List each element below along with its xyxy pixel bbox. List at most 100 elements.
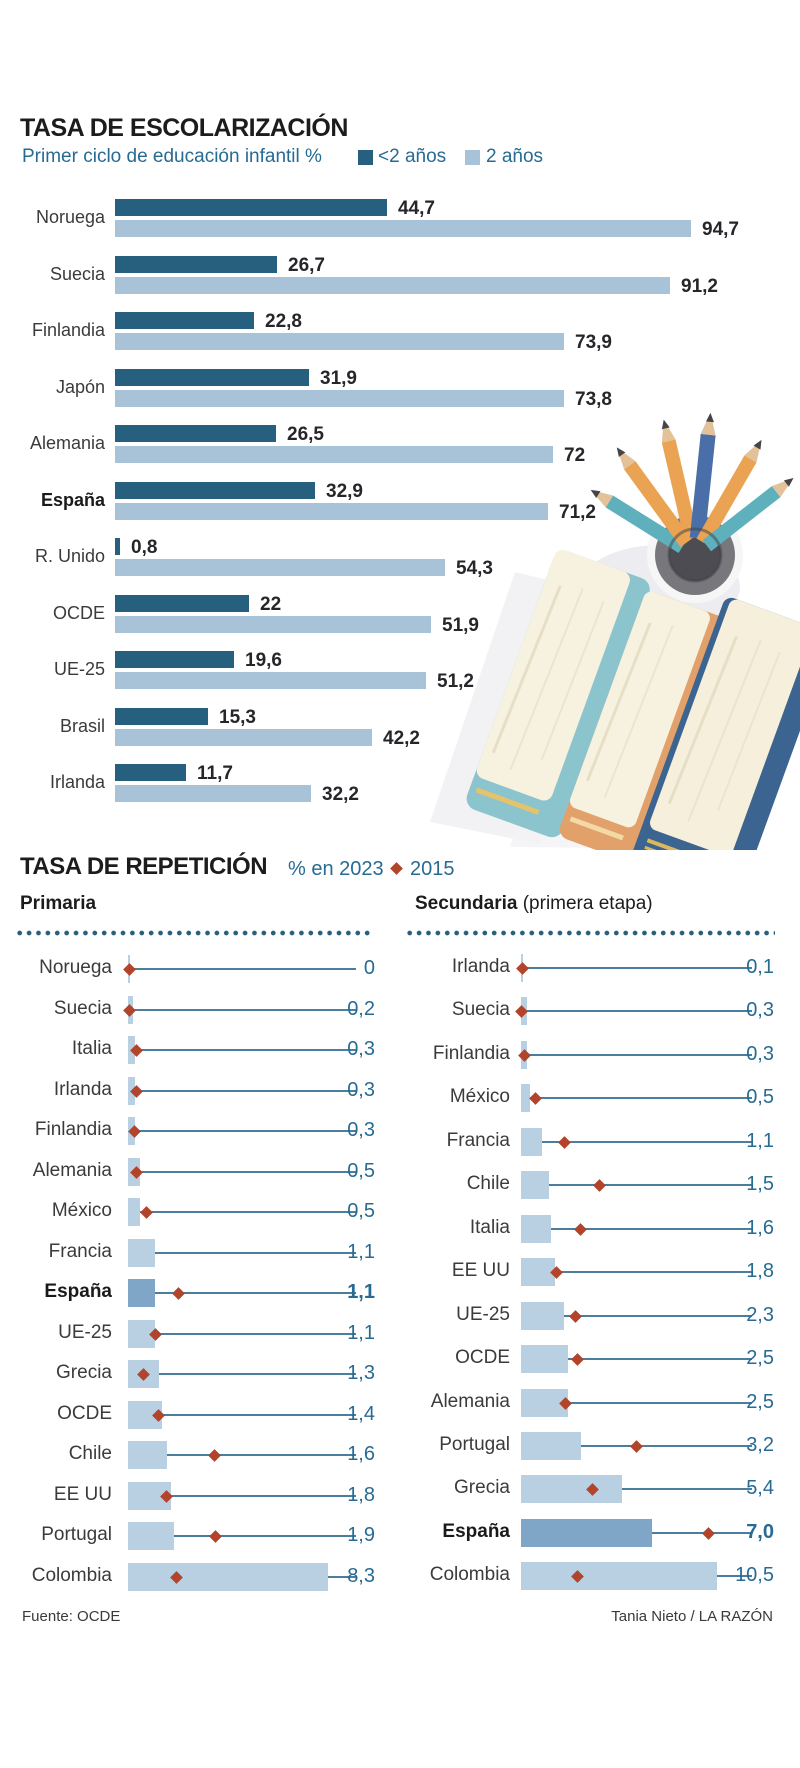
connector-line — [527, 1010, 752, 1012]
bar-2023 — [521, 1128, 542, 1156]
value-label-2023: 0,3 — [347, 1119, 375, 1141]
bar-lt2 — [115, 312, 254, 329]
escolarizacion-subtitle: Primer ciclo de educación infantil % — [22, 146, 322, 167]
bar-2023 — [128, 1563, 328, 1591]
connector-line — [135, 1090, 356, 1092]
connector-line — [130, 968, 356, 970]
connector-line — [568, 1358, 752, 1360]
bar-2y — [115, 390, 564, 407]
pencil — [696, 439, 762, 546]
country-label: Grecia — [56, 1362, 112, 1383]
connector-line — [167, 1454, 356, 1456]
bar-2023 — [521, 1215, 551, 1243]
book-orange — [559, 591, 728, 850]
dotted-separator-primaria — [15, 930, 373, 936]
column-header-secundaria-bold: Secundaria — [415, 893, 518, 914]
bar-lt2 — [115, 595, 249, 612]
bar-2023 — [128, 1441, 167, 1469]
value-label-2y: 73,8 — [575, 389, 612, 410]
legend-swatch-lt2-icon — [358, 150, 373, 165]
bar-2023 — [128, 1198, 140, 1226]
repeticion-secundaria-chart: Irlanda 0,1 Suecia 0,3 Finlandia 0,3 México 0,5… — [430, 954, 774, 1590]
bar-lt2 — [115, 764, 186, 781]
country-label: UE-25 — [58, 1322, 112, 1343]
bar-lt2 — [115, 369, 309, 386]
bar-lt2 — [115, 538, 120, 555]
value-label-2023: 2,5 — [746, 1347, 774, 1369]
value-label-2023: 7,0 — [746, 1521, 774, 1543]
connector-line — [549, 1184, 752, 1186]
value-label-lt2: 11,7 — [197, 763, 233, 784]
connector-line — [155, 1333, 356, 1335]
bar-2023 — [521, 1302, 564, 1330]
bar-2023 — [128, 1522, 174, 1550]
value-label-2023: 0,5 — [746, 1086, 774, 1108]
credit-note: Tania Nieto / LA RAZÓN — [611, 1608, 773, 1625]
value-label-lt2: 32,9 — [326, 481, 363, 502]
bar-2y — [115, 729, 372, 746]
legend-swatch-2y-icon — [465, 150, 480, 165]
connector-line — [568, 1402, 752, 1404]
value-label-2023: 2,3 — [746, 1304, 774, 1326]
country-label: Suecia — [451, 999, 510, 1020]
connector-line — [171, 1495, 356, 1497]
value-label-2023: 1,3 — [347, 1362, 375, 1384]
value-label-2023: 1,1 — [347, 1241, 375, 1263]
legend-label-2y: 2 años — [486, 146, 544, 167]
value-label-2y: 32,2 — [322, 784, 359, 805]
bar-2023 — [521, 1562, 717, 1590]
bar-2y — [115, 785, 311, 802]
book-teal — [466, 549, 650, 838]
bar-2023 — [521, 1519, 652, 1547]
bar-lt2 — [115, 199, 387, 216]
bar-lt2 — [115, 482, 315, 499]
escolarizacion-chart: Noruega 44,7 94,7 Suecia 26,7 91,2 Finlandia 22… — [0, 0, 800, 820]
source-note: Fuente: OCDE — [22, 1608, 121, 1625]
country-label: UE-25 — [456, 1304, 510, 1325]
connector-line — [140, 1211, 356, 1213]
value-label-2y: 72 — [564, 445, 586, 466]
bar-2y — [115, 503, 548, 520]
country-label: UE-25 — [53, 659, 105, 679]
country-label: Finlandia — [432, 1043, 510, 1064]
bar-2023 — [521, 1258, 555, 1286]
value-label-lt2: 15,3 — [219, 707, 256, 728]
column-header-secundaria-rest: (primera etapa) — [517, 893, 653, 914]
country-label: Portugal — [439, 1434, 510, 1455]
repeticion-legend-2015: 2015 — [410, 858, 455, 880]
connector-line — [159, 1373, 356, 1375]
country-label: Japón — [55, 377, 105, 397]
value-label-2023: 1,1 — [746, 1130, 774, 1152]
connector-line — [581, 1445, 752, 1447]
connector-line — [135, 1049, 356, 1051]
value-label-2023: 8,3 — [347, 1565, 375, 1587]
country-label: Colombia — [31, 1565, 112, 1586]
connector-line — [162, 1414, 356, 1416]
marker-2015 — [593, 1178, 606, 1192]
country-label: R. Unido — [34, 546, 105, 566]
connector-line — [523, 967, 752, 969]
bar-2y — [115, 277, 670, 294]
column-header-secundaria: Secundaria (primera etapa) — [415, 893, 653, 915]
connector-line — [527, 1054, 752, 1056]
country-label: Francia — [446, 1130, 510, 1151]
value-label-2023: 1,5 — [746, 1173, 774, 1195]
connector-line — [530, 1097, 752, 1099]
country-label: Alemania — [32, 1160, 112, 1181]
country-label: EE UU — [451, 1260, 510, 1281]
connector-line — [328, 1576, 356, 1578]
value-label-2023: 5,4 — [746, 1477, 774, 1499]
country-label: México — [51, 1200, 112, 1221]
value-label-lt2: 26,5 — [287, 424, 324, 445]
bar-2023 — [128, 1279, 155, 1307]
dotted-separator-secundaria — [405, 930, 775, 936]
bar-2y — [115, 559, 445, 576]
bar-2023 — [521, 1475, 622, 1503]
country-label: España — [442, 1521, 510, 1542]
marker-2015 — [630, 1439, 644, 1453]
country-label: México — [449, 1086, 510, 1107]
country-label: Irlanda — [451, 956, 510, 977]
country-label: Finlandia — [34, 1119, 112, 1140]
pencil — [702, 478, 794, 552]
value-label-2023: 0,1 — [746, 956, 774, 978]
